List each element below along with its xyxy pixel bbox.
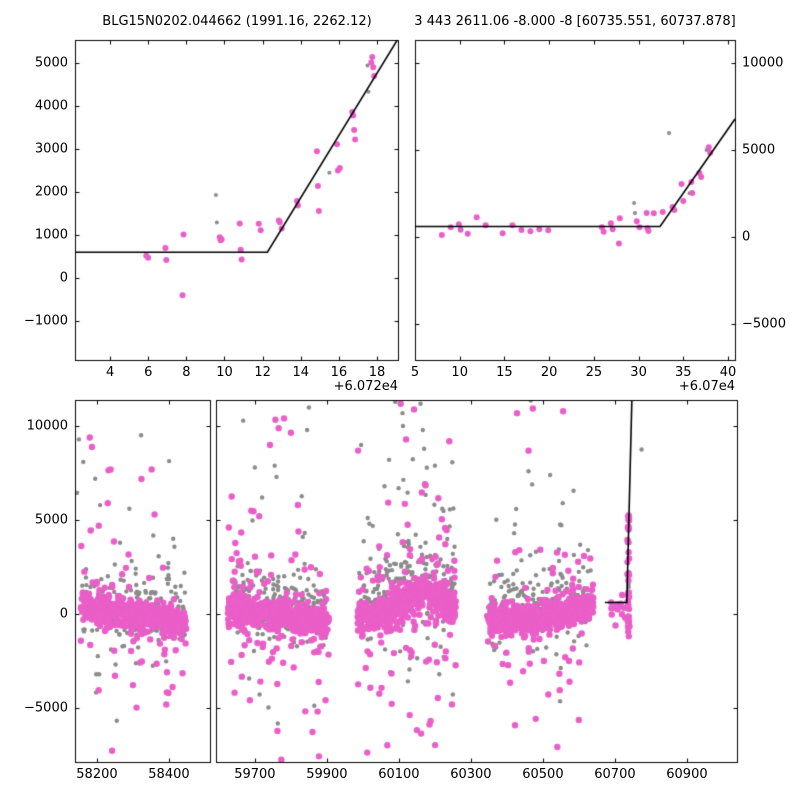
top-right-x-tick-label: 25 <box>585 365 603 380</box>
bottom-right-x-tick-label: 60900 <box>666 767 708 782</box>
bottom-right-x-tick-label: 59900 <box>306 767 348 782</box>
bottom-left-y-tick-label: 5000 <box>34 512 68 528</box>
bottom-left-y-tick-label: 0 <box>59 606 68 622</box>
top-right-y-tick-label: −5000 <box>742 316 786 332</box>
bottom-left-y-tick-label: 10000 <box>26 418 68 434</box>
top-left-x-tick-label: 12 <box>254 365 271 380</box>
bottom-left-y-tick-label: −5000 <box>24 700 68 716</box>
top-right-y-tick-label: 10000 <box>742 55 784 71</box>
top-right-x-tick-label: 20 <box>540 365 558 380</box>
top-left-y-tick-label: 0 <box>59 270 68 286</box>
top-left-y-tick-label: 3000 <box>34 141 68 157</box>
top-left-x-tick-label: 10 <box>216 365 233 380</box>
top-right-x-tick-label: 15 <box>496 365 513 380</box>
bottom-right-x-tick-label: 60700 <box>594 767 636 782</box>
subplot-title-left: BLG15N0202.044662 (1991.16, 2262.12) <box>102 14 372 29</box>
bottom-right-x-tick-label: 60300 <box>450 767 492 782</box>
top-right-y-tick-label: 5000 <box>742 142 776 158</box>
bottom-right-x-tick-label: 60500 <box>522 767 564 782</box>
top-left-x-offset-label: +6.072e4 <box>333 379 398 394</box>
top-left-x-tick-label: 14 <box>292 365 310 380</box>
top-left-y-tick-label: 4000 <box>34 98 68 114</box>
top-left-x-tick-label: 16 <box>330 365 348 380</box>
top-left-x-tick-label: 4 <box>105 365 115 380</box>
top-right-x-tick-label: 40 <box>719 365 737 380</box>
top-left-y-tick-label: 5000 <box>34 55 68 71</box>
top-right-x-tick-label: 30 <box>630 365 647 380</box>
top-left-y-tick-label: 2000 <box>34 184 68 200</box>
top-left-y-tick-label: 1000 <box>34 227 68 243</box>
top-right-x-tick-label: 5 <box>410 365 420 380</box>
top-left-x-tick-label: 18 <box>368 365 386 380</box>
bottom-right-x-tick-label: 60100 <box>378 767 420 782</box>
top-right-x-tick-label: 10 <box>451 365 468 380</box>
bottom-left-x-tick-label: 58400 <box>148 767 190 782</box>
top-right-x-offset-label: +6.07e4 <box>678 379 735 394</box>
top-left-x-tick-label: 8 <box>182 365 191 380</box>
subplot-title-right: 3 443 2611.06 -8.000 -8 [60735.551, 6073… <box>414 14 736 29</box>
top-left-x-tick-label: 6 <box>144 365 153 380</box>
bottom-right-x-tick-label: 59700 <box>234 767 276 782</box>
bottom-left-x-tick-label: 58200 <box>76 767 118 782</box>
top-right-y-tick-label: 0 <box>742 229 751 245</box>
top-right-x-tick-label: 35 <box>675 365 692 380</box>
top-left-y-tick-label: −1000 <box>24 313 68 329</box>
